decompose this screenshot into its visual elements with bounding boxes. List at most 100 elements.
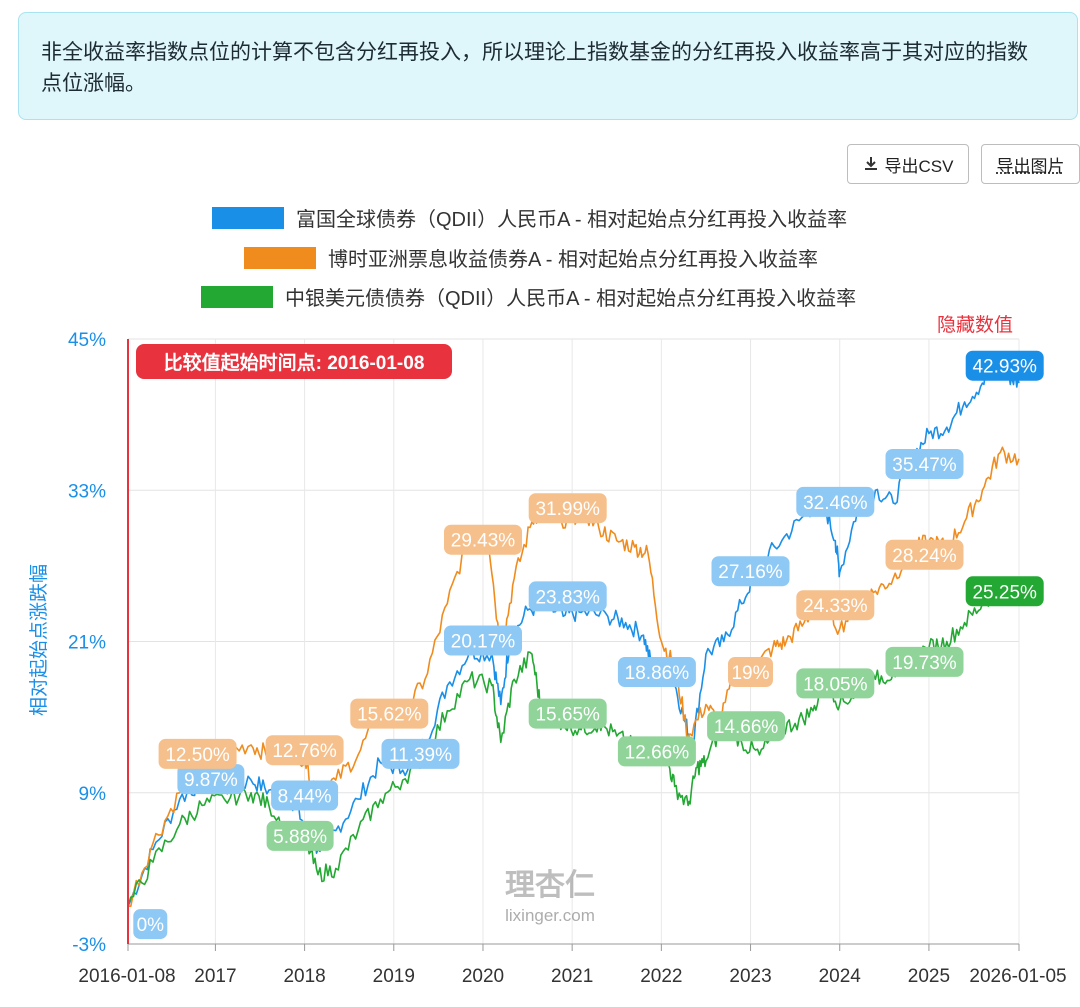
x-tick-label: 2024	[819, 966, 862, 987]
data-label-bg	[158, 738, 237, 769]
watermark: 理杏仁 lixinger.com	[505, 868, 595, 925]
data-label-bg	[617, 736, 696, 767]
x-tick-label: 2019	[373, 966, 415, 987]
data-label: 12.76%	[272, 741, 337, 762]
legend[interactable]: 富国全球债券（QDII）人民币A - 相对起始点分红再投入收益率博时亚洲票息收益…	[201, 207, 856, 310]
legend-label: 中银美元债债券（QDII）人民币A - 相对起始点分红再投入收益率	[285, 287, 856, 310]
export-image-button[interactable]: 导出图片	[981, 144, 1080, 184]
data-label-bg	[885, 646, 964, 677]
watermark-logo: 理杏仁	[505, 868, 595, 903]
data-label-bg	[885, 449, 964, 479]
data-label: 0%	[137, 915, 165, 936]
y-tick-label: -3%	[72, 935, 106, 956]
data-label: 5.88%	[273, 827, 327, 848]
data-label-bg	[266, 820, 334, 851]
series-layer	[127, 362, 1020, 907]
data-label-bg	[265, 735, 344, 766]
y-tick-label: 21%	[68, 633, 106, 654]
legend-item[interactable]: 博时亚洲票息收益债券A - 相对起始点分红再投入收益率	[244, 247, 818, 271]
data-label: 18.86%	[625, 663, 690, 684]
data-label: 28.24%	[892, 546, 957, 567]
data-label-bg	[271, 780, 339, 811]
data-label: 8.44%	[278, 787, 332, 808]
export-csv-button[interactable]: 导出CSV	[847, 144, 969, 184]
x-tick-label: 2018	[283, 966, 325, 987]
data-label: 15.65%	[535, 705, 600, 726]
data-label: 14.66%	[714, 717, 779, 738]
legend-item[interactable]: 中银美元债债券（QDII）人民币A - 相对起始点分红再投入收益率	[201, 286, 856, 310]
axis-layer: 45% 33% 21% 9% -3% 2016-01-08 2017 2018 2019 2020…	[68, 330, 1067, 987]
green-fund-line	[127, 582, 1020, 907]
data-label: 15.62%	[357, 705, 422, 726]
data-label-bg	[885, 539, 964, 570]
export-image-label: 导出图片	[996, 156, 1065, 176]
data-label-bg	[444, 625, 522, 656]
data-label-bg	[965, 576, 1044, 607]
export-csv-label: 导出CSV	[884, 156, 954, 176]
data-label: 20.17%	[451, 632, 516, 653]
legend-item[interactable]: 富国全球债券（QDII）人民币A - 相对起始点分红再投入收益率	[212, 207, 847, 231]
x-tick-label: 2016-01-08	[78, 966, 175, 987]
grid-layer	[127, 338, 1020, 945]
hide-values-toggle[interactable]: 隐藏数值	[937, 314, 1013, 336]
legend-label: 博时亚洲票息收益债券A - 相对起始点分红再投入收益率	[328, 248, 818, 271]
notice-line-2: 点位涨幅。	[41, 72, 146, 95]
data-label-bg	[617, 657, 696, 687]
data-label: 9.87%	[184, 770, 238, 791]
data-label: 19%	[731, 663, 769, 684]
data-label-bg	[528, 581, 607, 612]
data-label-bg	[381, 738, 460, 769]
data-label-bg	[177, 764, 245, 795]
data-label: 23.83%	[535, 587, 600, 608]
x-tick-label: 2021	[551, 966, 593, 987]
data-label: 11.39%	[389, 745, 452, 766]
start-marker-layer: 比较值起始时间点: 2016-01-08	[127, 339, 452, 944]
data-label: 32.46%	[803, 493, 868, 514]
watermark-url: lixinger.com	[505, 906, 595, 925]
x-tick-label: 2020	[462, 966, 504, 987]
notice-line-1: 非全收益率指数点位的计算不包含分红再投入，所以理论上指数基金的分红再投入收益率高…	[41, 41, 1028, 64]
x-tick-label: 2017	[194, 966, 236, 987]
data-label: 35.47%	[892, 455, 957, 476]
data-label: 42.93%	[972, 357, 1037, 378]
legend-swatch	[212, 207, 284, 229]
x-tick-label: 2025	[908, 966, 950, 987]
data-label-bg	[444, 524, 522, 555]
x-tick-label: 2023	[729, 966, 771, 987]
data-label-bg	[796, 668, 875, 699]
data-label: 24.33%	[803, 596, 868, 617]
blue-fund-line	[127, 362, 1020, 907]
data-label: 27.16%	[718, 562, 783, 583]
data-label: 29.43%	[451, 531, 516, 552]
data-label-bg	[728, 657, 773, 687]
x-tick-label: 2022	[640, 966, 682, 987]
legend-label: 富国全球债券（QDII）人民币A - 相对起始点分红再投入收益率	[296, 208, 847, 231]
legend-swatch	[201, 286, 273, 308]
data-label-bg	[528, 698, 607, 729]
start-marker-label: 比较值起始时间点: 2016-01-08	[164, 351, 425, 374]
data-label-bg	[796, 590, 875, 621]
data-label-bg	[711, 556, 790, 587]
data-label: 19.73%	[892, 653, 957, 674]
y-tick-label: 33%	[68, 481, 106, 502]
data-label-bg	[350, 698, 429, 729]
data-label-bg	[796, 486, 875, 517]
y-axis-title: 相对起始点涨跌幅	[28, 564, 50, 716]
data-label: 12.66%	[625, 742, 690, 763]
data-label: 12.50%	[165, 745, 230, 766]
data-label-bg	[528, 493, 607, 524]
data-label: 31.99%	[535, 499, 600, 520]
data-label-layer: 0% 9.87% 8.44% 11.39% 20.17% 23.83% 18.86% 27.1…	[133, 350, 1044, 940]
data-label-bg	[133, 909, 168, 940]
data-label: 25.25%	[972, 582, 1037, 603]
y-tick-label: 9%	[79, 784, 107, 805]
data-label-bg	[965, 350, 1044, 381]
download-icon	[864, 157, 877, 170]
data-label-bg	[707, 711, 786, 742]
info-notice: 非全收益率指数点位的计算不包含分红再投入，所以理论上指数基金的分红再投入收益率高…	[18, 12, 1078, 120]
data-label: 18.05%	[803, 674, 868, 695]
start-marker-label-bg	[136, 344, 452, 379]
x-tick-label: 2026-01-05	[969, 966, 1066, 987]
y-tick-label: 45%	[68, 330, 106, 351]
